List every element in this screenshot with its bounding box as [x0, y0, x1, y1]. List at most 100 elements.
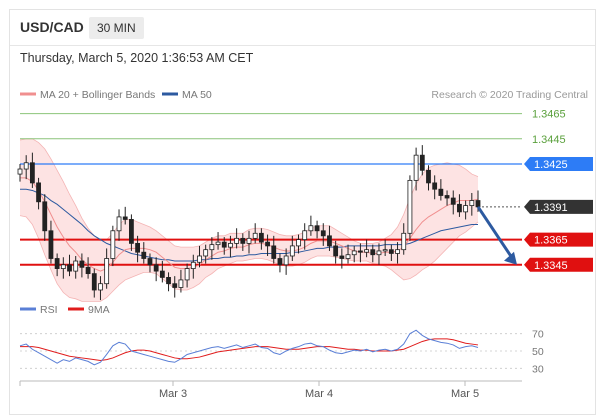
candle	[60, 257, 66, 279]
rsi-legend: RSI 9MA	[20, 304, 110, 316]
candle	[308, 215, 314, 236]
candle	[91, 268, 97, 298]
rsi-tick-label: 70	[532, 329, 544, 341]
candle	[246, 230, 252, 254]
candle	[234, 228, 240, 249]
candle	[395, 242, 400, 264]
bollinger-lower	[19, 215, 479, 302]
rsi-legend-label: RSI	[40, 304, 58, 316]
price-tag	[524, 257, 593, 272]
research-credit: Research © 2020 Trading Central	[431, 89, 588, 101]
candle	[85, 257, 91, 279]
candle	[172, 276, 178, 298]
candle	[252, 223, 258, 244]
rsi-ma9-line	[20, 338, 479, 362]
price-tag-label: 1.3425	[534, 159, 568, 171]
candle	[382, 239, 388, 256]
ma9-legend-swatch	[68, 307, 84, 311]
candle	[407, 175, 413, 241]
forecast-arrow	[476, 206, 517, 265]
candle	[54, 253, 60, 277]
candle	[277, 253, 283, 273]
rsi-legend-swatch	[20, 307, 36, 311]
rsi-tick-label: 30	[532, 363, 544, 375]
candle	[401, 223, 407, 255]
candle	[320, 223, 326, 246]
candle	[17, 164, 23, 182]
candle	[73, 255, 79, 279]
price-levels	[20, 113, 522, 266]
time-axis-label: Mar 4	[305, 388, 333, 400]
price-tag	[524, 157, 593, 171]
candle	[413, 147, 419, 191]
candle	[153, 257, 159, 282]
ma20-legend-swatch	[20, 92, 36, 96]
candlesticks	[17, 145, 481, 301]
candle	[426, 165, 431, 191]
candle	[228, 235, 233, 258]
candle	[48, 220, 54, 264]
candle	[419, 145, 425, 176]
ma50-legend-swatch	[162, 92, 178, 96]
chart-header: USD/CAD 30 MIN	[10, 10, 595, 46]
forecast-arrow-head	[504, 251, 517, 265]
candle	[135, 235, 140, 263]
candle	[67, 254, 72, 277]
rsi-line	[19, 329, 479, 366]
candle	[463, 200, 469, 220]
candle	[110, 225, 116, 267]
candle	[36, 177, 41, 210]
candle	[215, 232, 221, 250]
candle	[358, 243, 363, 263]
price-tag	[524, 199, 593, 214]
candle	[469, 192, 475, 216]
price-tag	[524, 232, 593, 247]
price-tags: 1.3465 1.3445 1.3425 1.3391 1.3365 1.3345	[524, 109, 593, 272]
candle	[23, 155, 29, 180]
time-axis: Mar 3 Mar 4 Mar 5	[19, 380, 522, 400]
timeframe-button[interactable]: 30 MIN	[89, 17, 144, 39]
candle	[122, 206, 128, 225]
candle	[79, 253, 85, 278]
ma20-legend-label: MA 20 + Bollinger Bands	[40, 89, 155, 101]
candle	[141, 242, 147, 264]
candle	[351, 245, 357, 263]
chart-datetime: Thursday, March 5, 2020 1:36:53 AM CET	[20, 51, 254, 65]
candle	[296, 234, 301, 254]
candle	[457, 194, 462, 217]
candle	[129, 214, 134, 251]
candle	[159, 261, 165, 283]
candle	[116, 209, 122, 241]
candle	[258, 228, 264, 250]
candle	[345, 244, 351, 264]
candle	[240, 233, 246, 251]
candle	[432, 175, 438, 200]
candle	[327, 225, 332, 251]
price-tag-label: 1.3365	[534, 235, 568, 247]
candle	[166, 272, 171, 292]
candle	[29, 152, 35, 188]
candle	[98, 276, 103, 301]
candle	[184, 263, 190, 288]
candle	[221, 237, 227, 255]
candle	[438, 179, 444, 201]
candle	[203, 244, 209, 264]
level-label: 1.3445	[532, 134, 566, 146]
candle	[302, 223, 308, 250]
candle	[333, 240, 339, 264]
candle	[283, 248, 289, 275]
candle	[444, 190, 450, 206]
candle	[190, 254, 196, 279]
chart-card: USD/CAD 30 MIN Thursday, March 5, 2020 1…	[9, 9, 596, 415]
rsi-panel: 70 50 30	[19, 329, 544, 375]
candle	[370, 244, 376, 263]
candle	[314, 220, 320, 239]
candle	[147, 253, 153, 273]
candle	[271, 235, 277, 264]
candle	[178, 269, 184, 293]
candle	[339, 248, 345, 269]
candle	[209, 237, 215, 260]
ma9-legend-label: 9MA	[88, 304, 110, 316]
price-tag-label: 1.3345	[534, 260, 568, 272]
